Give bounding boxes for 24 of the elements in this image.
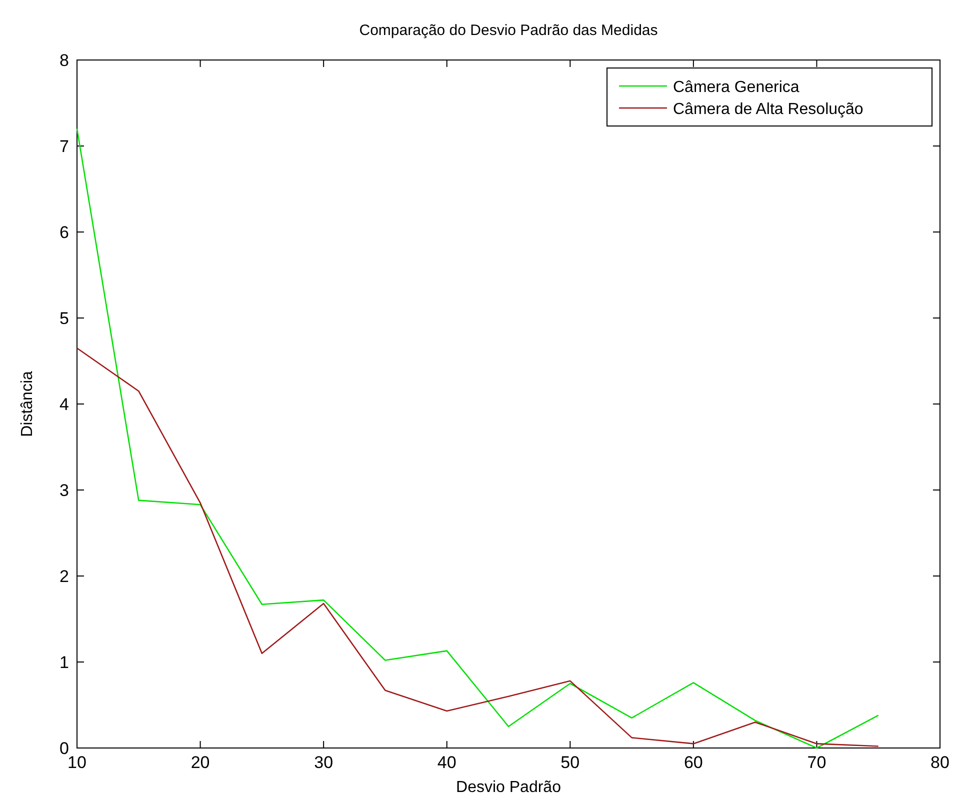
y-tick-label: 4	[60, 395, 69, 414]
legend-label: Câmera de Alta Resolução	[673, 101, 864, 118]
x-tick-label: 10	[68, 753, 86, 772]
x-tick-label: 70	[807, 753, 826, 772]
y-tick-label: 5	[60, 309, 69, 328]
y-tick-label: 2	[60, 567, 69, 586]
x-tick-label: 30	[314, 753, 334, 772]
x-tick-label: 50	[560, 753, 580, 772]
x-tick-label: 60	[684, 753, 703, 772]
x-axis-title: Desvio Padrão	[456, 779, 562, 796]
chart-title: Comparação do Desvio Padrão das Medidas	[359, 22, 658, 39]
x-tick-label: 40	[437, 753, 456, 772]
legend-label: Câmera Generica	[673, 79, 800, 96]
y-axis-title: Distância	[19, 371, 36, 437]
y-tick-label: 3	[60, 481, 69, 500]
line-series	[76, 347, 880, 747]
y-tick-label: 6	[60, 223, 69, 242]
line-series	[76, 128, 880, 749]
y-tick-label: 1	[60, 653, 69, 672]
x-tick-label: 80	[930, 753, 950, 772]
y-tick-label: 7	[60, 137, 69, 156]
y-tick-label: 8	[60, 51, 69, 70]
x-tick-label: 20	[190, 753, 210, 772]
y-tick-label: 0	[60, 739, 69, 758]
